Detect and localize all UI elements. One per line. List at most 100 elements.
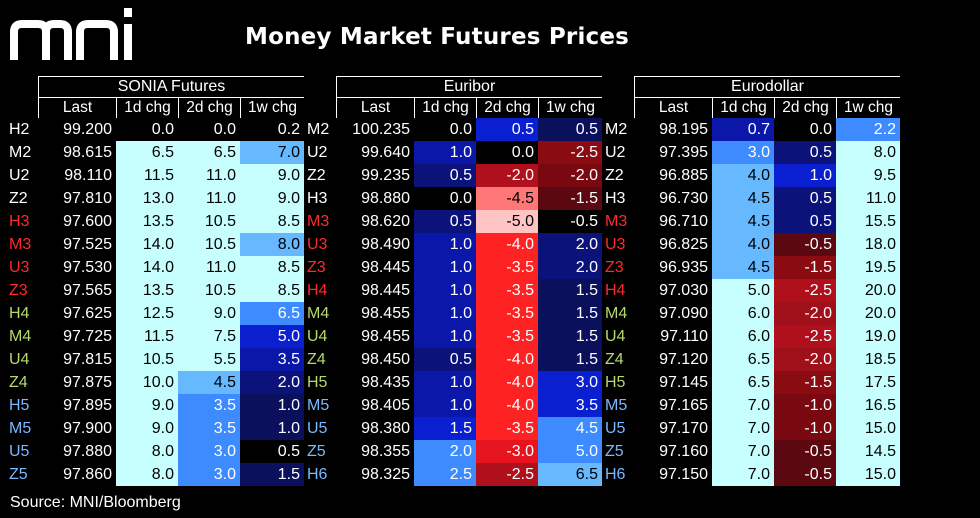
table-row: M4 97.725 11.5 7.5 5.0 U4 98.455 1.0 -3.5 1.5 U4 97… xyxy=(6,325,974,348)
column-header-last: Last xyxy=(336,97,414,118)
change-cell: 10.5 xyxy=(178,279,240,302)
futures-price-table: SONIA Futures Euribor Eurodollar Last 1d chg… xyxy=(6,76,974,486)
last-price: 97.090 xyxy=(659,304,708,322)
contract-label: H3 xyxy=(307,189,328,207)
column-header-chg: 1w chg xyxy=(836,97,900,118)
change-cell: -0.5 xyxy=(774,233,836,256)
change-cell: 0.0 xyxy=(774,118,836,141)
last-price: 97.815 xyxy=(63,350,112,368)
last-price: 97.110 xyxy=(660,327,708,345)
change-cell: 19.0 xyxy=(836,325,900,348)
contract-label: U4 xyxy=(605,327,626,345)
change-cell: 0.5 xyxy=(538,118,602,141)
last-price: 96.825 xyxy=(659,235,708,253)
table-row: H3 97.600 13.5 10.5 8.5 M3 98.620 0.5 -5.0 -0.5 M3… xyxy=(6,210,974,233)
table-row: U3 97.530 14.0 11.0 8.5 Z3 98.445 1.0 -3.5 2.0 Z3 9… xyxy=(6,256,974,279)
change-cell: 0.0 xyxy=(414,118,476,141)
change-cell: 15.5 xyxy=(836,210,900,233)
last-price: 98.405 xyxy=(361,396,410,414)
change-cell: 0.0 xyxy=(414,187,476,210)
contract-label: H2 xyxy=(9,120,30,138)
change-cell: 10.5 xyxy=(178,233,240,256)
last-price: 97.160 xyxy=(659,442,708,460)
change-cell: 0.0 xyxy=(178,118,240,141)
change-cell: 8.5 xyxy=(240,256,304,279)
spacer xyxy=(602,97,634,118)
contract-label: U2 xyxy=(307,143,328,161)
contract-label: U2 xyxy=(9,166,30,184)
last-price: 97.525 xyxy=(63,235,112,253)
contract-label: M5 xyxy=(307,396,330,414)
contract-label: H5 xyxy=(9,396,30,414)
table-row: H2 99.200 0.0 0.0 0.2 M2 100.235 0.0 0.5 0.5 M2 98.… xyxy=(6,118,974,141)
change-cell: 15.0 xyxy=(836,417,900,440)
last-price: 98.455 xyxy=(361,304,410,322)
spacer xyxy=(602,76,634,97)
change-cell: -4.0 xyxy=(476,348,538,371)
change-cell: 1.0 xyxy=(414,371,476,394)
change-cell: -4.0 xyxy=(476,371,538,394)
contract-label: Z3 xyxy=(605,258,624,276)
table-row: Z4 97.875 10.0 4.5 2.0 H5 98.435 1.0 -4.0 3.0 H5 97… xyxy=(6,371,974,394)
last-price: 97.145 xyxy=(659,373,708,391)
last-price: 100.235 xyxy=(352,120,410,138)
change-cell: -2.0 xyxy=(476,164,538,187)
last-price: 97.860 xyxy=(63,465,112,483)
change-cell: 3.0 xyxy=(178,440,240,463)
contract-label: Z3 xyxy=(9,281,28,299)
contract-label: H3 xyxy=(9,212,30,230)
group-header-sonia: SONIA Futures xyxy=(38,76,304,97)
last-price: 98.615 xyxy=(63,143,112,161)
change-cell: 18.0 xyxy=(836,233,900,256)
change-cell: -4.0 xyxy=(476,233,538,256)
change-cell: 6.5 xyxy=(712,348,774,371)
column-header-chg: 1d chg xyxy=(712,97,774,118)
last-price: 98.445 xyxy=(361,258,410,276)
last-price: 97.810 xyxy=(63,189,112,207)
change-cell: 1.0 xyxy=(414,256,476,279)
change-cell: -3.5 xyxy=(476,325,538,348)
change-cell: -2.0 xyxy=(538,164,602,187)
change-cell: 11.0 xyxy=(178,187,240,210)
column-header-chg: 1w chg xyxy=(538,97,602,118)
change-cell: 0.5 xyxy=(774,210,836,233)
change-cell: 0.7 xyxy=(712,118,774,141)
contract-label: H5 xyxy=(307,373,328,391)
change-cell: 19.5 xyxy=(836,256,900,279)
last-price: 98.880 xyxy=(361,189,410,207)
table-row: U5 97.880 8.0 3.0 0.5 Z5 98.355 2.0 -3.0 5.0 Z5 97.… xyxy=(6,440,974,463)
change-cell: -0.5 xyxy=(774,463,836,486)
contract-label: M4 xyxy=(9,327,32,345)
change-cell: -4.0 xyxy=(476,394,538,417)
last-price: 96.710 xyxy=(659,212,708,230)
last-price: 97.165 xyxy=(659,396,708,414)
change-cell: -2.5 xyxy=(774,279,836,302)
change-cell: -1.5 xyxy=(774,256,836,279)
contract-label: M4 xyxy=(307,304,330,322)
change-cell: 1.5 xyxy=(414,417,476,440)
change-cell: 7.0 xyxy=(240,141,304,164)
change-cell: -3.5 xyxy=(476,279,538,302)
contract-label: Z4 xyxy=(605,350,624,368)
change-cell: -2.5 xyxy=(774,325,836,348)
table-row: H4 97.625 12.5 9.0 6.5 M4 98.455 1.0 -3.5 1.5 M4 97… xyxy=(6,302,974,325)
change-cell: 9.0 xyxy=(178,302,240,325)
change-cell: 0.0 xyxy=(116,118,178,141)
contract-label: M3 xyxy=(307,212,330,230)
change-cell: 0.5 xyxy=(774,187,836,210)
change-cell: 6.5 xyxy=(538,463,602,486)
change-cell: 13.5 xyxy=(116,210,178,233)
last-price: 97.565 xyxy=(63,281,112,299)
last-price: 98.380 xyxy=(361,419,410,437)
last-price: 97.395 xyxy=(659,143,708,161)
change-cell: 11.0 xyxy=(836,187,900,210)
change-cell: 1.0 xyxy=(414,302,476,325)
contract-label: U3 xyxy=(605,235,626,253)
page-title: Money Market Futures Prices xyxy=(245,24,630,50)
contract-label: H3 xyxy=(605,189,626,207)
change-cell: 10.0 xyxy=(116,371,178,394)
last-price: 99.200 xyxy=(63,120,112,138)
change-cell: 3.5 xyxy=(240,348,304,371)
last-price: 97.170 xyxy=(659,419,708,437)
change-cell: 1.0 xyxy=(414,279,476,302)
